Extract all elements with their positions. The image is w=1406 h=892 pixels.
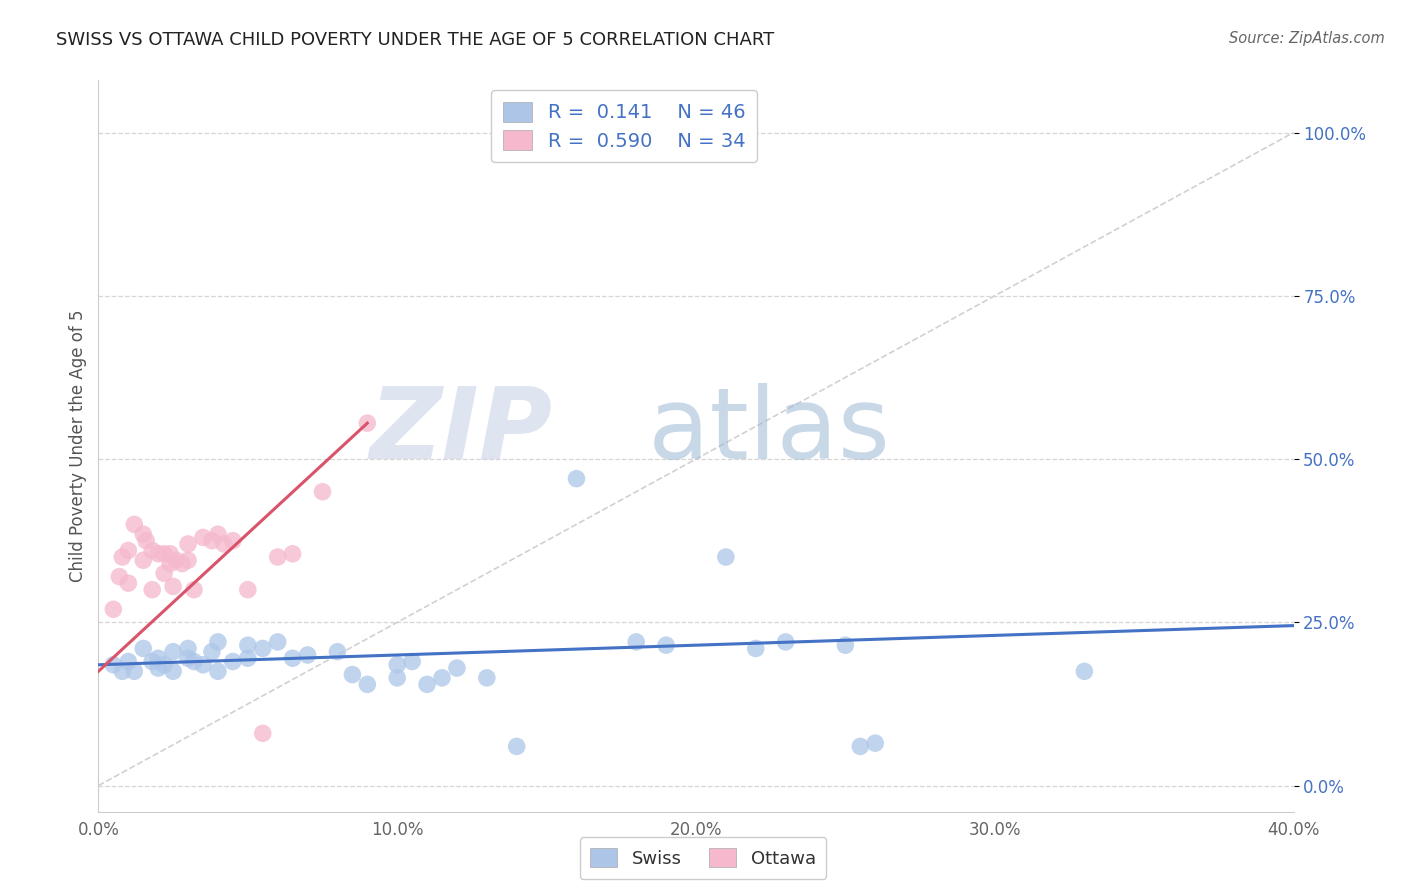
Point [849, 739, 872, 754]
Point [834, 638, 856, 652]
Point [342, 667, 364, 681]
Point [252, 726, 274, 740]
Point [446, 661, 468, 675]
Point [111, 549, 134, 564]
Point [117, 576, 139, 591]
Point [356, 416, 378, 430]
Point [177, 537, 200, 551]
Point [222, 655, 245, 669]
Point [201, 533, 224, 548]
Y-axis label: Child Poverty Under the Age of 5: Child Poverty Under the Age of 5 [69, 310, 87, 582]
Point [124, 517, 146, 532]
Point [475, 671, 498, 685]
Point [141, 655, 163, 669]
Point [236, 638, 259, 652]
Point [177, 553, 200, 567]
Point [267, 549, 290, 564]
Point [565, 126, 588, 140]
Point [159, 557, 181, 571]
Point [201, 645, 224, 659]
Point [655, 638, 678, 652]
Text: SWISS VS OTTAWA CHILD POVERTY UNDER THE AGE OF 5 CORRELATION CHART: SWISS VS OTTAWA CHILD POVERTY UNDER THE … [56, 31, 775, 49]
Point [207, 665, 229, 679]
Point [141, 543, 163, 558]
Point [212, 537, 235, 551]
Point [385, 671, 409, 685]
Point [172, 557, 194, 571]
Point [281, 651, 304, 665]
Point [401, 655, 423, 669]
Point [183, 655, 205, 669]
Point [207, 527, 229, 541]
Text: Source: ZipAtlas.com: Source: ZipAtlas.com [1229, 31, 1385, 46]
Point [430, 671, 453, 685]
Point [506, 739, 529, 754]
Point [132, 527, 155, 541]
Point [177, 641, 200, 656]
Point [148, 661, 170, 675]
Point [117, 543, 139, 558]
Point [162, 579, 184, 593]
Point [222, 533, 245, 548]
Point [775, 635, 797, 649]
Point [236, 651, 259, 665]
Point [177, 651, 200, 665]
Point [165, 553, 187, 567]
Legend: Swiss, Ottawa: Swiss, Ottawa [579, 838, 827, 879]
Text: ZIP: ZIP [370, 383, 553, 480]
Text: atlas: atlas [553, 383, 890, 480]
Point [132, 553, 155, 567]
Point [153, 657, 176, 672]
Point [714, 549, 737, 564]
Point [356, 677, 378, 691]
Point [103, 657, 125, 672]
Point [191, 530, 214, 544]
Point [124, 665, 146, 679]
Point [108, 569, 131, 583]
Point [267, 635, 290, 649]
Point [162, 665, 184, 679]
Point [281, 547, 304, 561]
Point [135, 533, 157, 548]
Point [117, 655, 139, 669]
Point [148, 547, 170, 561]
Point [626, 635, 648, 649]
Point [565, 472, 588, 486]
Point [183, 582, 205, 597]
Point [153, 566, 176, 581]
Point [148, 651, 170, 665]
Point [236, 582, 259, 597]
Point [191, 657, 214, 672]
Point [103, 602, 125, 616]
Point [252, 641, 274, 656]
Point [745, 641, 768, 656]
Point [132, 641, 155, 656]
Point [141, 582, 163, 597]
Point [153, 547, 176, 561]
Point [326, 645, 349, 659]
Point [162, 645, 184, 659]
Point [159, 547, 181, 561]
Point [865, 736, 887, 750]
Point [311, 484, 333, 499]
Legend: R =  0.141    N = 46, R =  0.590    N = 34: R = 0.141 N = 46, R = 0.590 N = 34 [492, 90, 756, 162]
Point [207, 635, 229, 649]
Point [1073, 665, 1095, 679]
Point [416, 677, 439, 691]
Point [385, 657, 409, 672]
Point [297, 648, 319, 662]
Point [111, 665, 134, 679]
